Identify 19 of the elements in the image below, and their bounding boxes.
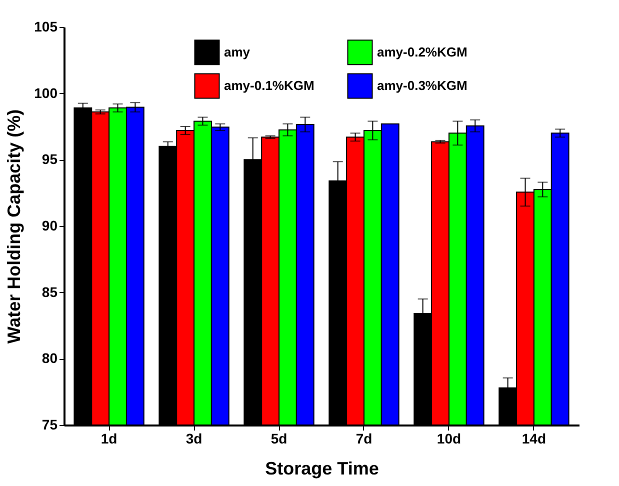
x-tick-label: 7d <box>356 430 372 446</box>
y-tick-label: 95 <box>42 151 58 168</box>
y-tick-label: 80 <box>42 350 58 366</box>
x-tick-label: 3d <box>186 430 202 446</box>
x-tick-label: 5d <box>270 430 288 446</box>
x-tick-label: 1d <box>100 430 118 446</box>
y-tick-label: 75 <box>42 416 58 432</box>
y-tick-label: 85 <box>42 284 58 300</box>
x-axis-title: Storage Time <box>265 458 379 478</box>
legend-label: amy-0.1%KGM <box>224 78 314 93</box>
x-tick-label: 10d <box>436 430 462 446</box>
y-tick-label: 105 <box>34 18 58 34</box>
y-axis-title: Water Holding Capacity (%) <box>4 109 24 344</box>
y-tick-label: 100 <box>34 84 58 101</box>
legend-label: amy-0.3%KGM <box>377 78 468 93</box>
legend-label: amy <box>224 44 251 60</box>
y-tick-label: 90 <box>42 218 58 234</box>
legend-label: amy-0.2%KGM <box>377 44 468 60</box>
x-tick-label: 14d <box>522 430 546 446</box>
